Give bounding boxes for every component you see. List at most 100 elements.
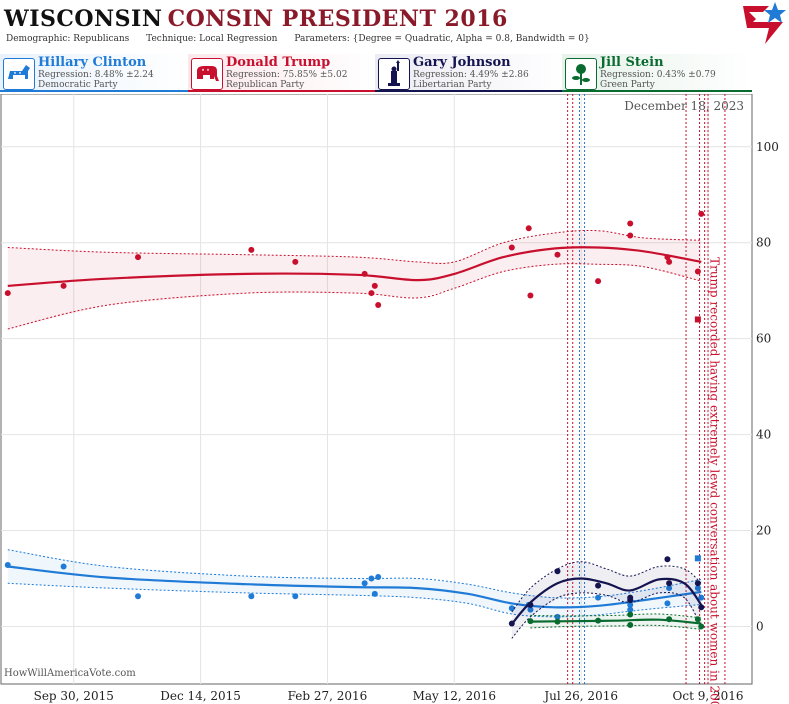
poll-point <box>698 604 705 611</box>
poll-point <box>666 616 673 623</box>
poll-point <box>60 563 67 570</box>
x-tick-label: Dec 14, 2015 <box>160 689 241 703</box>
poll-point <box>627 622 634 628</box>
candidate-card-johnson: Gary Johnson Regression: 4.49% ±2.86 Lib… <box>375 54 565 92</box>
poll-point <box>4 562 11 569</box>
candidate-name: Jill Stein <box>600 55 664 70</box>
band-upper-line <box>530 613 702 619</box>
poll-point <box>527 618 534 625</box>
x-tick-label: Jul 26, 2016 <box>542 689 618 703</box>
y-tick-label: 80 <box>756 236 771 250</box>
poll-point <box>361 580 368 587</box>
poll-point <box>595 594 602 601</box>
title-rest: CONSIN PRESIDENT 2016 <box>167 6 508 32</box>
poll-point <box>554 568 561 575</box>
poll-point <box>527 292 534 299</box>
band-lower-line <box>530 624 702 630</box>
poll-point <box>4 290 11 297</box>
poll-point <box>248 593 255 600</box>
y-tick-label: 40 <box>756 428 771 442</box>
candidate-party: Democratic Party <box>38 80 118 90</box>
band-lower-line <box>511 592 702 639</box>
poll-point <box>698 210 705 217</box>
poll-point <box>694 580 701 587</box>
y-tick-label: 20 <box>756 524 771 538</box>
poll-point <box>554 251 561 258</box>
poll-point <box>60 282 67 289</box>
rose-icon <box>565 58 597 90</box>
poll-point <box>375 302 382 309</box>
footer-site: HowWillAmericaVote.com <box>4 668 136 679</box>
event-annotation: Trump recorded having extremely lewd con… <box>708 257 722 704</box>
poll-point <box>627 611 634 618</box>
band-lower-line <box>7 582 702 618</box>
band-upper-line <box>7 229 702 265</box>
poll-point <box>694 616 701 623</box>
candidate-party: Republican Party <box>226 80 305 90</box>
donkey-icon <box>3 58 35 90</box>
x-tick-label: Feb 27, 2016 <box>288 689 368 703</box>
poll-point <box>664 556 671 563</box>
poll-point <box>627 606 634 613</box>
poll-point <box>527 601 534 608</box>
parameters-line: Demographic: Republicans Technique: Loca… <box>6 34 604 44</box>
series-gary-johnson <box>508 556 705 639</box>
trend-line <box>510 577 703 625</box>
statue-of-liberty-icon <box>378 58 410 90</box>
poll-point <box>698 623 705 630</box>
x-tick-label: Oct 9, 2016 <box>673 689 744 703</box>
poll-point <box>627 220 634 227</box>
poll-point <box>508 620 515 627</box>
candidate-name: Hillary Clinton <box>38 55 147 70</box>
poll-point <box>595 278 602 285</box>
poll-point <box>595 582 602 589</box>
candidate-regression: Regression: 8.48% ±2.24 <box>38 70 154 80</box>
poll-point <box>527 606 534 613</box>
series-donald-trump <box>4 210 705 330</box>
title-state: WISCONSIN <box>4 6 163 32</box>
poll-point <box>508 244 515 251</box>
poll-point <box>554 618 561 625</box>
confidence-band <box>7 549 702 617</box>
poll-point <box>664 600 671 607</box>
poll-point <box>375 574 382 581</box>
poll-point <box>627 232 634 239</box>
poll-point <box>292 593 299 600</box>
poll-point <box>666 580 673 587</box>
chart-date-label: December 18, 2023 <box>624 99 744 113</box>
candidate-card-stein: Jill Stein Regression: 0.43% ±0.79 Green… <box>562 54 752 92</box>
poll-point <box>135 593 142 600</box>
poll-point <box>368 290 375 297</box>
candidate-name: Gary Johnson <box>413 55 511 70</box>
technique-text: Technique: Local Regression <box>146 34 278 44</box>
candidate-name: Donald Trump <box>226 55 331 70</box>
band-lower-line <box>7 263 702 330</box>
x-tick-label: Sep 30, 2015 <box>34 689 114 703</box>
band-upper-line <box>7 549 702 599</box>
poll-point <box>698 594 705 601</box>
series-jill-stein <box>527 611 705 630</box>
candidate-card-clinton: Hillary Clinton Regression: 8.48% ±2.24 … <box>0 54 190 92</box>
poll-point <box>248 246 255 253</box>
star-logo-icon <box>743 2 786 44</box>
candidate-card-trump: Donald Trump Regression: 75.85% ±5.02 Re… <box>188 54 378 92</box>
x-tick-label: May 12, 2016 <box>413 689 496 703</box>
poll-point <box>627 601 634 608</box>
candidate-regression: Regression: 4.49% ±2.86 <box>413 70 529 80</box>
poll-point <box>664 254 671 261</box>
band-upper-line <box>511 561 702 613</box>
poll-point <box>627 594 634 601</box>
candidate-regression: Regression: 0.43% ±0.79 <box>600 70 716 80</box>
elephant-icon <box>191 58 223 90</box>
poll-point <box>694 585 701 592</box>
y-tick-label: 100 <box>756 140 779 154</box>
trend-line <box>7 246 702 287</box>
poll-point <box>292 258 299 265</box>
poll-point <box>361 270 368 277</box>
trend-line <box>7 565 702 609</box>
y-tick-label: 0 <box>756 619 764 633</box>
demographic-text: Demographic: Republicans <box>6 34 130 44</box>
poll-point <box>368 575 375 582</box>
candidate-party: Green Party <box>600 80 655 90</box>
poll-point <box>371 282 378 289</box>
